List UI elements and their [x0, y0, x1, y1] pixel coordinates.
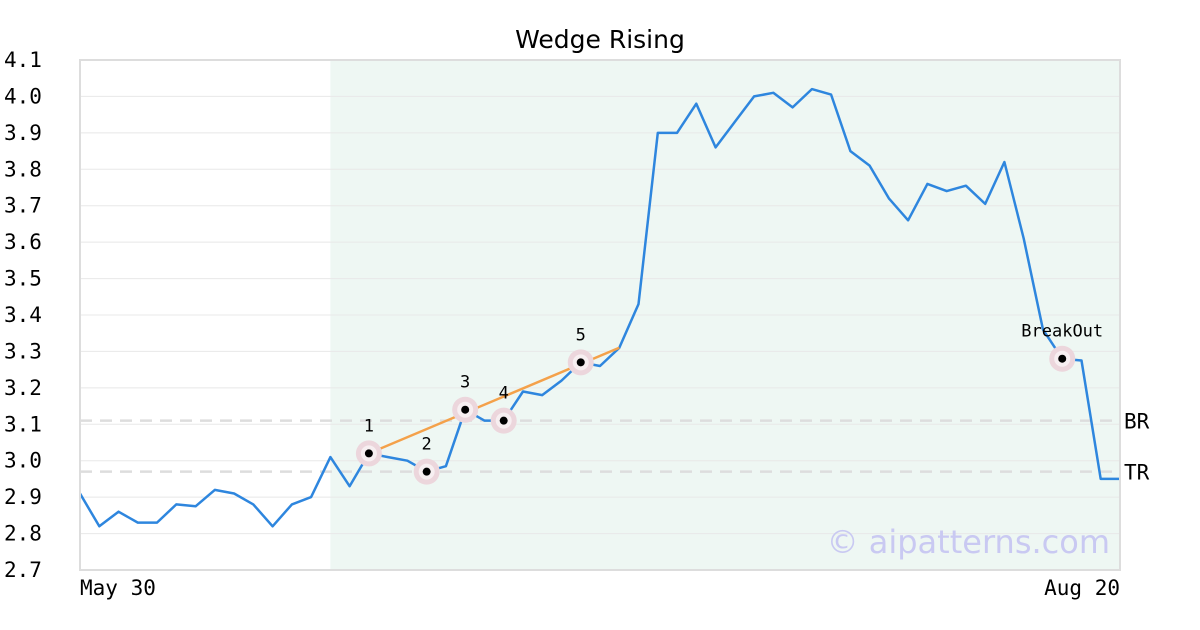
marker-label-3: 3	[460, 373, 470, 393]
marker-dot-breakout	[1058, 354, 1067, 363]
marker-label-4: 4	[499, 384, 509, 404]
y-tick-label: 3.7	[4, 194, 42, 218]
reference-label-br: BR	[1124, 410, 1150, 434]
marker-dot-2	[422, 467, 431, 476]
marker-label-1: 1	[364, 416, 374, 436]
y-tick-label: 3.1	[4, 412, 42, 436]
chart-title: Wedge Rising	[515, 25, 685, 54]
marker-dot-4	[499, 416, 508, 425]
marker-dot-1	[364, 449, 373, 458]
y-tick-label: 3.9	[4, 121, 42, 145]
y-tick-label: 3.8	[4, 157, 42, 181]
y-axis-ticks: 2.7 2.8 2.9 3.0 3.1 3.2 3.3 3.4 3.5 3.6 3.7 3.8 3.9 4…	[4, 48, 42, 582]
reference-lines: BR TR	[80, 410, 1150, 485]
marker-label-breakout: BreakOut	[1021, 322, 1103, 342]
y-tick-label: 2.8	[4, 522, 42, 546]
y-tick-label: 3.3	[4, 339, 42, 363]
y-tick-label: 3.5	[4, 267, 42, 291]
pattern-markers: 1 2 3 4 5 BreakOut	[355, 322, 1103, 485]
y-tick-label: 2.9	[4, 485, 42, 509]
marker-dot-5	[576, 358, 585, 367]
reference-label-tr: TR	[1124, 461, 1150, 485]
marker-label-5: 5	[576, 325, 586, 345]
y-tick-label: 3.6	[4, 230, 42, 254]
y-tick-label: 3.2	[4, 376, 42, 400]
watermark-text: © aipatterns.com	[827, 523, 1110, 561]
y-tick-label: 3.4	[4, 303, 42, 327]
marker-dot-3	[461, 405, 470, 414]
price-series-line	[78, 87, 1120, 528]
y-tick-label: 3.0	[4, 449, 42, 473]
y-tick-label: 2.7	[4, 558, 42, 582]
y-tick-label: 4.0	[4, 84, 42, 108]
x-tick-label-start: May 30	[80, 576, 156, 600]
plot-frame	[79, 59, 1121, 571]
y-tick-label: 4.1	[4, 48, 42, 72]
x-tick-label-end: Aug 20	[1044, 576, 1120, 600]
marker-label-2: 2	[422, 435, 432, 455]
